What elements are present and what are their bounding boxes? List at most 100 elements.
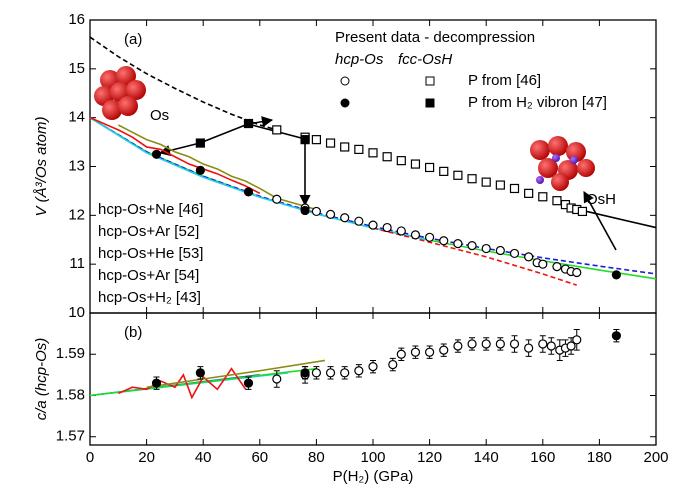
data-point xyxy=(300,368,310,378)
data-point xyxy=(524,252,534,262)
data-point xyxy=(410,230,421,240)
x-tick-label: 40 xyxy=(195,449,212,466)
data-point xyxy=(354,144,364,155)
y-tick-label: 1.58 xyxy=(56,386,85,403)
data-point xyxy=(382,222,392,233)
data-point xyxy=(453,170,463,180)
series-line xyxy=(372,227,578,286)
data-point xyxy=(538,192,548,202)
data-point xyxy=(509,248,520,259)
data-point xyxy=(481,339,491,349)
data-point xyxy=(300,135,310,145)
data-point xyxy=(354,216,364,226)
data-point xyxy=(495,180,505,190)
data-point xyxy=(509,339,520,349)
data-point xyxy=(572,267,582,278)
data-point xyxy=(552,262,562,272)
data-point xyxy=(425,347,435,357)
x-tick-label: 120 xyxy=(417,449,442,466)
x-tick-label: 60 xyxy=(251,449,268,466)
annotation: Os xyxy=(150,107,169,124)
data-point xyxy=(243,118,254,129)
data-point xyxy=(425,232,435,242)
data-point xyxy=(354,366,364,376)
legend-row xyxy=(340,98,435,108)
data-point xyxy=(368,148,378,158)
os-cluster-icon xyxy=(94,66,146,120)
series-line xyxy=(89,116,261,195)
y-axis-label: V (Å³/Os atom) xyxy=(33,116,50,216)
data-point xyxy=(552,196,562,206)
y-tick-label: 14 xyxy=(68,109,85,126)
data-point xyxy=(388,359,398,370)
data-point xyxy=(325,138,336,148)
data-point xyxy=(467,339,477,349)
y-tick-label: 13 xyxy=(68,157,85,174)
x-tick-label: 200 xyxy=(643,449,668,466)
data-point xyxy=(396,226,406,236)
legend-symbol xyxy=(425,98,435,108)
legend-label: hcp-Os+He [53] xyxy=(98,245,203,262)
data-point xyxy=(439,166,449,176)
data-point xyxy=(382,152,392,162)
legend-symbol xyxy=(340,76,350,86)
series-line xyxy=(89,36,278,131)
data-point xyxy=(340,213,350,223)
data-point xyxy=(509,183,520,194)
data-point xyxy=(495,245,505,256)
y-tick-label: 11 xyxy=(69,255,85,272)
data-point xyxy=(524,343,534,353)
data-point xyxy=(467,241,477,251)
x-tick-label: 140 xyxy=(474,449,499,466)
data-point xyxy=(481,243,491,254)
legend-label: hcp-Os+H₂ [43] xyxy=(98,289,201,306)
data-point xyxy=(368,220,378,230)
data-point xyxy=(453,239,463,249)
data-point xyxy=(410,347,421,357)
legend-label: hcp-Os+Ar [54] xyxy=(98,267,199,284)
data-point xyxy=(195,165,205,176)
data-point xyxy=(311,206,321,217)
osh-cluster-icon xyxy=(530,136,595,191)
data-point xyxy=(243,187,254,197)
data-point xyxy=(425,162,435,173)
legend-column: fcc-OsH xyxy=(398,51,452,68)
legend-label: hcp-Os+Ne [46] xyxy=(98,201,203,218)
series-line xyxy=(582,209,657,229)
panel-label: (a) xyxy=(124,31,142,48)
data-point xyxy=(195,138,205,148)
data-point xyxy=(396,156,406,166)
data-point xyxy=(325,209,336,219)
data-point xyxy=(300,205,310,216)
x-tick-label: 160 xyxy=(530,449,555,466)
data-point xyxy=(311,135,321,145)
data-point xyxy=(467,174,477,184)
annotation: OsH xyxy=(586,191,616,208)
data-point xyxy=(572,335,582,345)
data-point xyxy=(410,159,421,169)
data-point xyxy=(481,177,491,187)
data-point xyxy=(611,270,621,280)
y-axis-label: c/a (hcp-Os) xyxy=(33,338,50,421)
series-line xyxy=(117,367,247,400)
data-point xyxy=(368,362,378,372)
data-point xyxy=(524,188,534,198)
legend-row xyxy=(340,76,435,86)
data-point xyxy=(495,339,505,349)
legend-column: hcp-Os xyxy=(335,51,384,68)
y-tick-label: 1.59 xyxy=(56,345,85,362)
data-point xyxy=(577,206,588,217)
series-line xyxy=(146,359,326,389)
data-point xyxy=(538,259,548,269)
data-point xyxy=(325,368,336,378)
data-point xyxy=(453,341,463,351)
legend-label: P from [46] xyxy=(468,72,541,89)
y-tick-label: 10 xyxy=(68,304,85,321)
data-point xyxy=(243,378,254,388)
panel-label: (b) xyxy=(124,324,142,341)
legend-title: Present data - decompression xyxy=(335,29,535,46)
data-point xyxy=(439,345,449,355)
data-point xyxy=(311,368,321,378)
x-tick-label: 0 xyxy=(86,449,94,466)
data-point xyxy=(272,125,282,135)
